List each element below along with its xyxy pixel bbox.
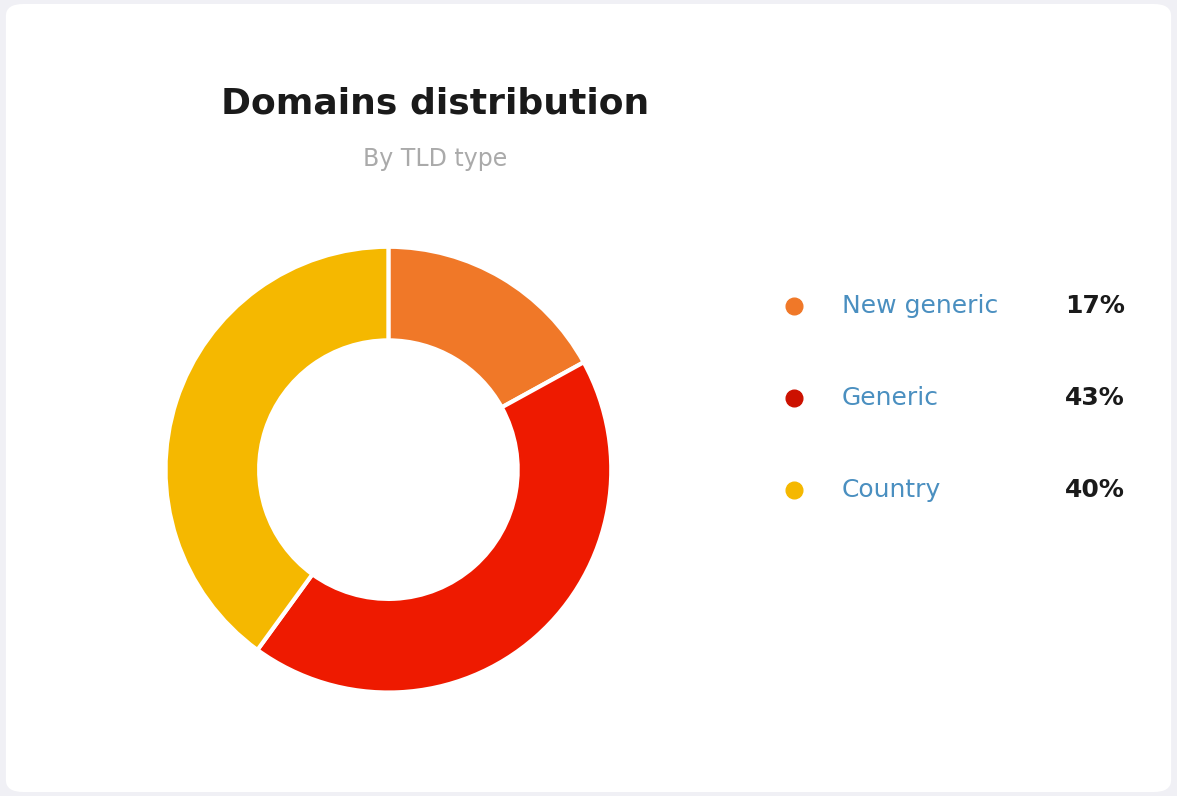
Text: 43%: 43%: [1065, 386, 1125, 410]
Text: 40%: 40%: [1065, 478, 1125, 501]
Text: New generic: New generic: [842, 295, 998, 318]
Text: Generic: Generic: [842, 386, 938, 410]
FancyBboxPatch shape: [6, 4, 1171, 792]
Text: Country: Country: [842, 478, 940, 501]
Wedge shape: [258, 362, 611, 693]
Text: Domains distribution: Domains distribution: [221, 87, 650, 120]
Wedge shape: [166, 247, 388, 650]
Text: By TLD type: By TLD type: [364, 147, 507, 171]
Text: 17%: 17%: [1065, 295, 1125, 318]
Wedge shape: [388, 247, 584, 408]
